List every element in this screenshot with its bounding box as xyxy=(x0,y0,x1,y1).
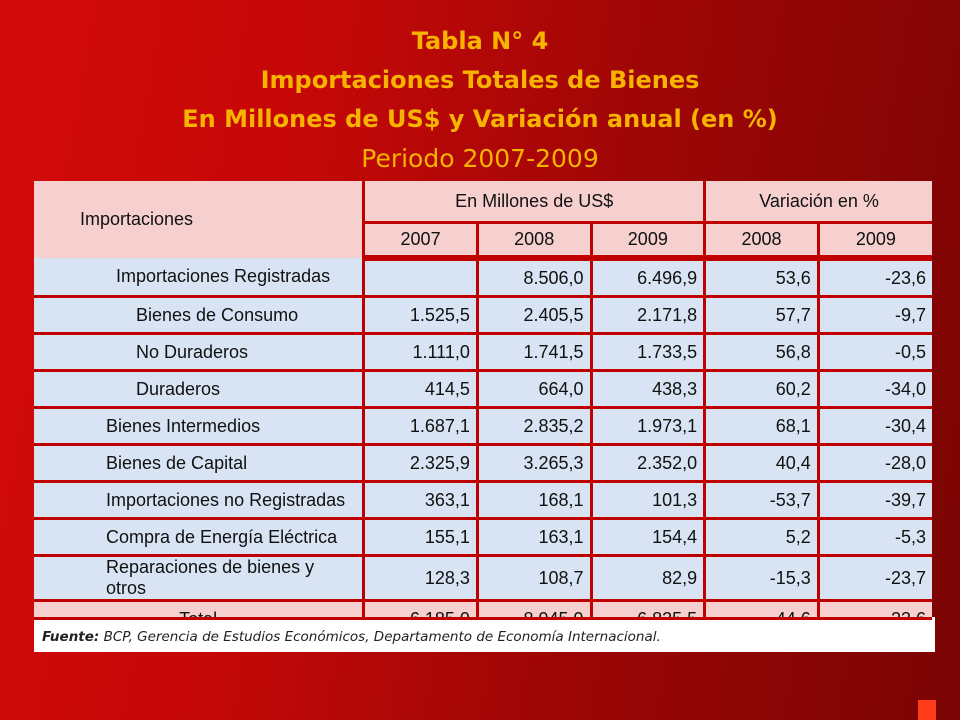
cell-value: 8.506,0 xyxy=(477,258,593,298)
header-group-millones: En Millones de US$ xyxy=(363,181,707,224)
header-importaciones: Importaciones xyxy=(34,181,366,258)
table-row: No Duraderos 1.111,0 1.741,5 1.733,5 56,… xyxy=(34,333,932,372)
row-label: Importaciones Registradas xyxy=(34,258,366,298)
cell-value: 664,0 xyxy=(477,370,593,409)
table-subtitle: En Millones de US$ y Variación anual (en… xyxy=(182,105,778,133)
cell-value: 155,1 xyxy=(363,518,479,557)
cell-value: 53,6 xyxy=(704,258,820,298)
table-period: Periodo 2007-2009 xyxy=(361,144,599,173)
cell-value: 101,3 xyxy=(591,481,707,520)
table-row: Reparaciones de bienes y otros 128,3 108… xyxy=(34,555,932,602)
source-text: BCP, Gerencia de Estudios Económicos, De… xyxy=(99,629,661,645)
table-row: Compra de Energía Eléctrica 155,1 163,1 … xyxy=(34,518,932,557)
cell-value: -28,0 xyxy=(818,444,932,483)
table-row: Bienes de Capital 2.325,9 3.265,3 2.352,… xyxy=(34,444,932,483)
title-block: Tabla N° 4 Importaciones Totales de Bien… xyxy=(0,22,960,178)
cell-value: 1.741,5 xyxy=(477,333,593,372)
header-group-variacion: Variación en % xyxy=(704,181,932,224)
cell-value: 128,3 xyxy=(363,555,479,602)
cell-value: -5,3 xyxy=(818,518,932,557)
table-row: Importaciones no Registradas 363,1 168,1… xyxy=(34,481,932,520)
cell-value: 40,4 xyxy=(704,444,820,483)
source-edge xyxy=(932,617,935,652)
row-label: Bienes de Consumo xyxy=(34,296,366,335)
cell-value: -53,7 xyxy=(704,481,820,520)
header-year: 2008 xyxy=(477,222,593,261)
table-title: Importaciones Totales de Bienes xyxy=(260,66,700,94)
cell-value: 168,1 xyxy=(477,481,593,520)
cell-value: -0,5 xyxy=(818,333,932,372)
header-year: 2009 xyxy=(591,222,707,261)
table-number: Tabla N° 4 xyxy=(411,27,549,55)
cell-value: 2.835,2 xyxy=(477,407,593,446)
cell-value: 438,3 xyxy=(591,370,707,409)
table-row: Duraderos 414,5 664,0 438,3 60,2 -34,0 xyxy=(34,370,932,409)
cell-value: 163,1 xyxy=(477,518,593,557)
row-label: Reparaciones de bienes y otros xyxy=(34,555,366,602)
cell-value: -39,7 xyxy=(818,481,932,520)
cell-value: 414,5 xyxy=(363,370,479,409)
cell-value: -15,3 xyxy=(704,555,820,602)
cell-value: -23,7 xyxy=(818,555,932,602)
cell-value: 68,1 xyxy=(704,407,820,446)
cell-value: 108,7 xyxy=(477,555,593,602)
cell-value: 2.405,5 xyxy=(477,296,593,335)
header-year: 2009 xyxy=(818,222,932,261)
cell-value: 2.352,0 xyxy=(591,444,707,483)
row-label: Bienes Intermedios xyxy=(34,407,366,446)
cell-value: 82,9 xyxy=(591,555,707,602)
cell-value: 57,7 xyxy=(704,296,820,335)
cell-value: -34,0 xyxy=(818,370,932,409)
cell-value: 2.325,9 xyxy=(363,444,479,483)
cell-value: 1.111,0 xyxy=(363,333,479,372)
source-note: Fuente: BCP, Gerencia de Estudios Económ… xyxy=(34,617,932,652)
cell-value: 1.973,1 xyxy=(591,407,707,446)
imports-table: Importaciones En Millones de US$ Variaci… xyxy=(34,181,932,636)
cell-value xyxy=(363,258,479,298)
header-year: 2008 xyxy=(704,222,820,261)
cell-value: 3.265,3 xyxy=(477,444,593,483)
cell-value: 1.525,5 xyxy=(363,296,479,335)
table-row: Importaciones Registradas 8.506,0 6.496,… xyxy=(34,258,932,298)
cell-value: -30,4 xyxy=(818,407,932,446)
cell-value: 1.687,1 xyxy=(363,407,479,446)
table-row: Bienes Intermedios 1.687,1 2.835,2 1.973… xyxy=(34,407,932,446)
row-label: Importaciones no Registradas xyxy=(34,481,366,520)
table-row: Bienes de Consumo 1.525,5 2.405,5 2.171,… xyxy=(34,296,932,335)
cell-value: 60,2 xyxy=(704,370,820,409)
cell-value: -9,7 xyxy=(818,296,932,335)
decorative-square xyxy=(918,700,936,720)
row-label: No Duraderos xyxy=(34,333,366,372)
cell-value: 154,4 xyxy=(591,518,707,557)
cell-value: 1.733,5 xyxy=(591,333,707,372)
cell-value: 6.496,9 xyxy=(591,258,707,298)
row-label: Compra de Energía Eléctrica xyxy=(34,518,366,557)
row-label: Duraderos xyxy=(34,370,366,409)
cell-value: 5,2 xyxy=(704,518,820,557)
row-label: Bienes de Capital xyxy=(34,444,366,483)
cell-value: 2.171,8 xyxy=(591,296,707,335)
cell-value: -23,6 xyxy=(818,258,932,298)
header-year: 2007 xyxy=(363,222,479,261)
cell-value: 56,8 xyxy=(704,333,820,372)
source-label: Fuente: xyxy=(42,629,100,645)
cell-value: 363,1 xyxy=(363,481,479,520)
